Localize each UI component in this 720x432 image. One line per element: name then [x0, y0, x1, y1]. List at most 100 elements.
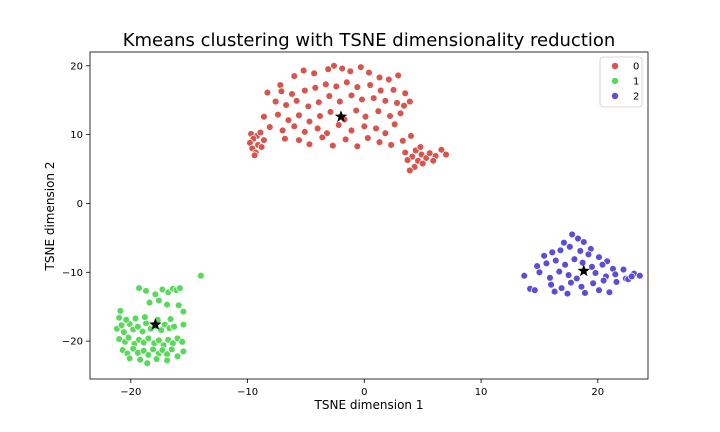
- cluster-1-point: [176, 284, 184, 292]
- cluster-0-point: [313, 124, 322, 133]
- cluster-0-point: [374, 107, 383, 115]
- cluster-0-point: [375, 73, 384, 82]
- cluster-0-point: [276, 81, 285, 89]
- x-tick-label: 10: [475, 387, 488, 398]
- cluster-0-point: [369, 94, 378, 102]
- cluster-0-point: [442, 150, 450, 159]
- cluster-0-point: [277, 87, 286, 95]
- cluster-0-point: [394, 71, 402, 80]
- cluster-1-point: [117, 321, 126, 330]
- cluster-1-point: [151, 290, 160, 299]
- cluster-2-point: [531, 286, 539, 294]
- cluster-0-point: [385, 75, 393, 84]
- cluster-0-point: [364, 134, 372, 142]
- cluster-2-point: [535, 268, 544, 277]
- cluster-1-point: [136, 355, 144, 364]
- y-axis: −20 −10 0 10 20: [62, 61, 90, 348]
- cluster-0-point: [400, 101, 408, 110]
- centroid-star-0: [334, 110, 348, 122]
- cluster-1-point: [131, 314, 140, 323]
- cluster-0-point: [353, 142, 362, 151]
- cluster-0-point: [330, 62, 338, 70]
- cluster-0-point: [323, 129, 331, 137]
- cluster-0-point: [266, 123, 274, 131]
- cluster-0-point: [316, 112, 324, 120]
- cluster-2-point: [520, 271, 529, 280]
- y-tick-label: −10: [62, 268, 83, 279]
- cluster-1-point: [178, 338, 186, 346]
- cluster-1-point: [116, 307, 125, 315]
- cluster-2-point: [578, 258, 587, 267]
- cluster-0-point: [347, 91, 356, 100]
- cluster-0-point: [290, 122, 299, 131]
- cluster-2-point: [552, 256, 560, 265]
- cluster-2-point: [581, 289, 589, 297]
- cluster-0-point: [301, 86, 309, 95]
- cluster-0-point: [352, 106, 360, 115]
- cluster-0-point: [406, 166, 414, 175]
- cluster-0-point: [290, 72, 299, 80]
- cluster-0-point: [295, 136, 303, 144]
- cluster-0-point: [372, 124, 380, 133]
- y-axis-label: TSNE dimension 2: [43, 162, 57, 272]
- cluster-0-point: [278, 126, 287, 135]
- cluster-1-point: [197, 271, 205, 280]
- cluster-0-point: [381, 129, 390, 137]
- legend: 0 1 2: [599, 56, 643, 108]
- y-tick-label: −20: [62, 337, 83, 348]
- cluster-1-point: [163, 356, 171, 365]
- x-tick-label: −10: [237, 387, 258, 398]
- cluster-2-point: [580, 238, 588, 246]
- cluster-1-point: [152, 355, 161, 363]
- cluster-0-point: [260, 112, 268, 121]
- cluster-0-point: [326, 108, 335, 116]
- cluster-0-point: [284, 116, 293, 124]
- cluster-0-point: [299, 66, 308, 75]
- cluster-0-point: [292, 97, 301, 105]
- cluster-1-point: [155, 296, 163, 305]
- cluster-2-point: [561, 260, 569, 269]
- cluster-2-point: [555, 267, 564, 276]
- cluster-2-point: [584, 250, 593, 259]
- cluster-0-point: [361, 112, 370, 121]
- cluster-2-point: [574, 234, 582, 243]
- cluster-2-point: [540, 252, 548, 260]
- cluster-0-point: [381, 97, 390, 105]
- cluster-2-point: [577, 283, 586, 291]
- cluster-1-point: [143, 359, 151, 367]
- cluster-0-point: [396, 109, 405, 118]
- cluster-0-point: [288, 90, 296, 98]
- y-tick-label: 20: [70, 61, 83, 72]
- cluster-0-point: [357, 63, 365, 71]
- cluster-1-point: [124, 333, 133, 342]
- x-tick-label: 20: [591, 387, 604, 398]
- cluster-1-point: [139, 338, 148, 347]
- cluster-0-point: [324, 65, 332, 73]
- cluster-1-point: [115, 313, 123, 322]
- legend-label-2: 2: [633, 92, 639, 103]
- cluster-0-point: [305, 117, 314, 126]
- cluster-0-point: [256, 128, 265, 137]
- cluster-2-point: [598, 260, 607, 269]
- cluster-0-point: [390, 120, 399, 129]
- cluster-0-point: [353, 83, 362, 91]
- cluster-0-point: [403, 156, 412, 164]
- cluster-2-point: [546, 274, 554, 282]
- cluster-0-point: [437, 146, 446, 154]
- cluster-0-point: [389, 86, 398, 94]
- legend-label-0: 0: [633, 62, 639, 73]
- cluster-2-point: [542, 259, 551, 268]
- cluster-0-point: [365, 68, 373, 77]
- cluster-1-point: [179, 307, 188, 316]
- cluster-0-point: [311, 84, 320, 92]
- legend-marker-2: [611, 92, 619, 100]
- cluster-0-point: [341, 135, 350, 144]
- y-tick-label: 0: [77, 199, 83, 210]
- cluster-1-point: [144, 351, 153, 359]
- cluster-1-point: [139, 347, 148, 355]
- cluster-1-point: [167, 345, 176, 354]
- cluster-1-point: [138, 327, 147, 336]
- cluster-0-point: [250, 151, 259, 160]
- cluster-1-point: [122, 316, 130, 324]
